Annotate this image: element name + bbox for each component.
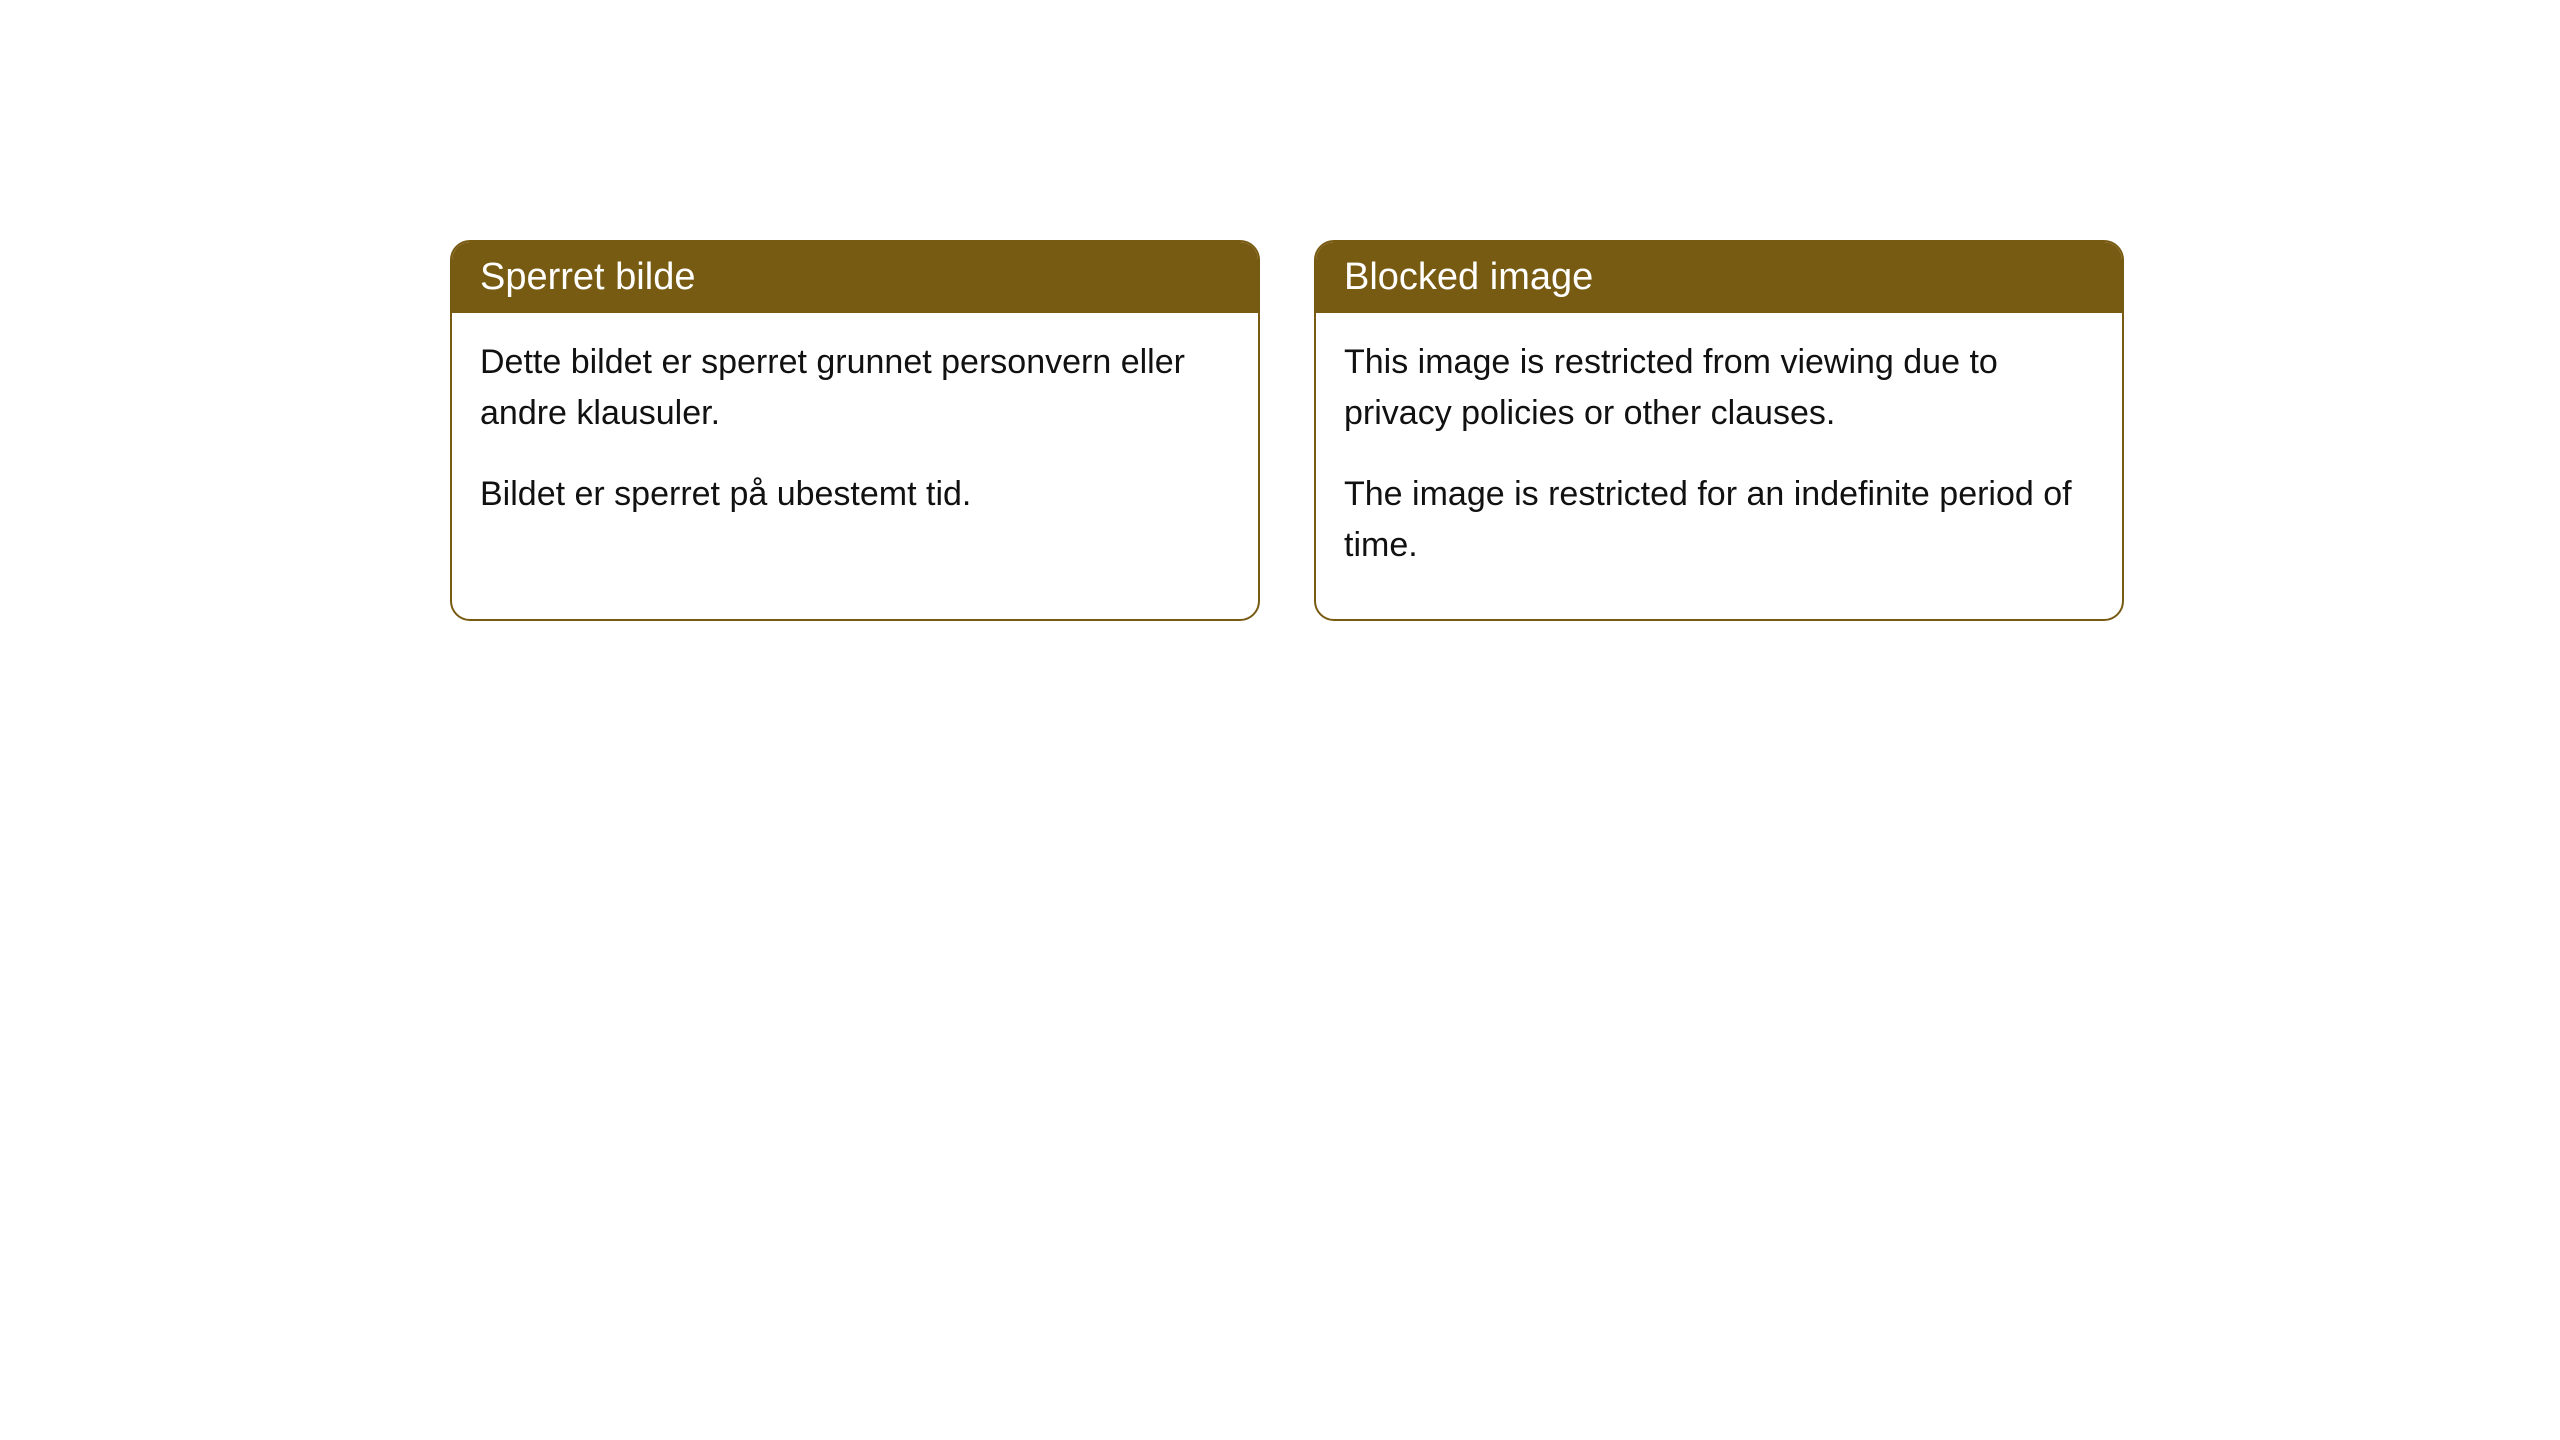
card-header: Blocked image (1316, 242, 2122, 313)
card-paragraph: Dette bildet er sperret grunnet personve… (480, 337, 1230, 439)
card-paragraph: This image is restricted from viewing du… (1344, 337, 2094, 439)
notice-card-english: Blocked image This image is restricted f… (1314, 240, 2124, 621)
card-paragraph: The image is restricted for an indefinit… (1344, 469, 2094, 571)
card-title: Blocked image (1344, 256, 1593, 298)
card-body: Dette bildet er sperret grunnet personve… (452, 313, 1258, 568)
card-paragraph: Bildet er sperret på ubestemt tid. (480, 469, 1230, 520)
card-header: Sperret bilde (452, 242, 1258, 313)
notice-card-norwegian: Sperret bilde Dette bildet er sperret gr… (450, 240, 1260, 621)
card-body: This image is restricted from viewing du… (1316, 313, 2122, 619)
notice-container: Sperret bilde Dette bildet er sperret gr… (450, 240, 2124, 621)
card-title: Sperret bilde (480, 256, 695, 298)
